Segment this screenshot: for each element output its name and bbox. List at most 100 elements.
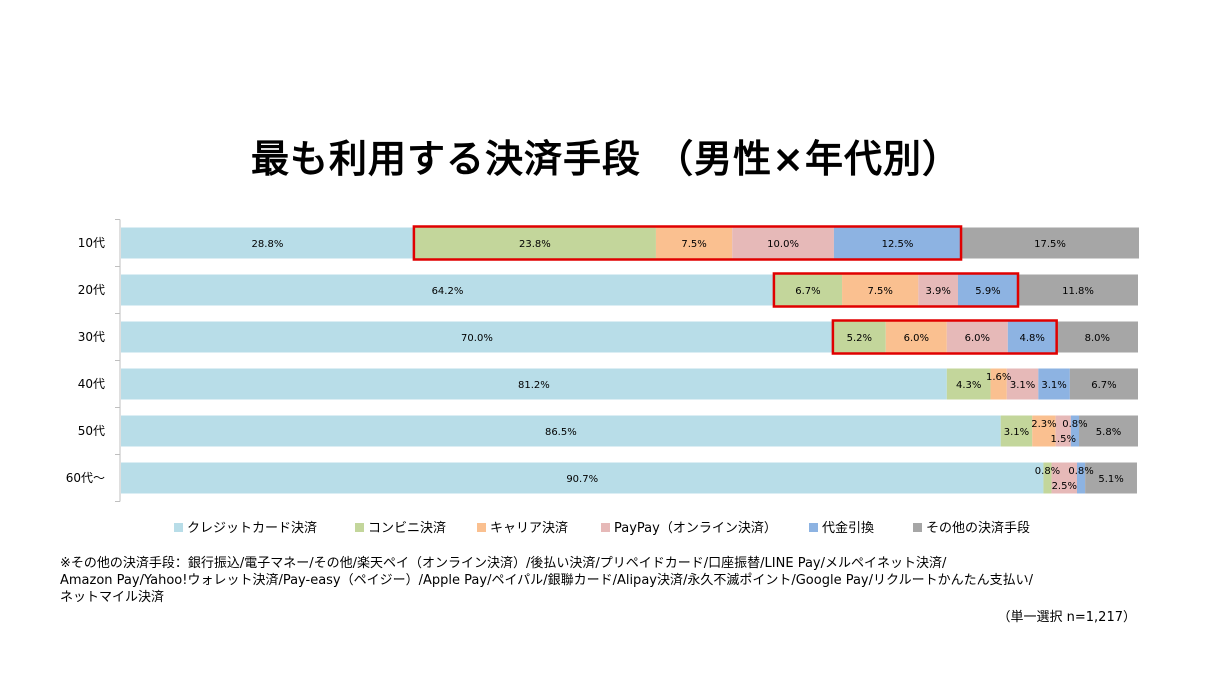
data-label: 6.7% xyxy=(1091,380,1116,391)
highlight-layer xyxy=(412,225,1058,355)
bar-segment xyxy=(946,368,991,400)
bar-segment xyxy=(833,227,962,259)
data-label: 3.1% xyxy=(1041,380,1066,391)
footnote-line: ※その他の決済手段：銀行振込/電子マネー/その他/楽天ペイ（オンライン決済）/後… xyxy=(60,556,947,571)
chart-title: 最も利用する決済手段 （男性×年代別） xyxy=(250,137,962,181)
legend-label: PayPay（オンライン決済） xyxy=(614,520,777,536)
bar-segment xyxy=(957,274,1018,306)
bar-segment xyxy=(121,415,1001,447)
category-tick-label: 50代 xyxy=(78,424,105,438)
data-label: 12.5% xyxy=(882,239,914,250)
data-label: 10.0% xyxy=(767,239,799,250)
data-label: 28.8% xyxy=(252,239,284,250)
data-label: 0.8% xyxy=(1062,419,1087,430)
data-label: 2.3% xyxy=(1031,419,1056,430)
data-label: 6.7% xyxy=(795,286,820,297)
bar-segment xyxy=(1032,415,1056,447)
data-label: 5.9% xyxy=(975,286,1000,297)
legend-label: キャリア決済 xyxy=(490,520,568,536)
data-label: 6.0% xyxy=(904,333,929,344)
data-label: 8.0% xyxy=(1085,333,1110,344)
highlight-box xyxy=(772,272,1020,308)
data-label: 90.7% xyxy=(566,474,598,485)
data-label: 2.5% xyxy=(1052,481,1077,492)
legend-label: クレジットカード決済 xyxy=(187,520,317,536)
data-label: 0.8% xyxy=(1068,466,1093,477)
data-label: 6.0% xyxy=(965,333,990,344)
data-label: 11.8% xyxy=(1062,286,1094,297)
legend-swatch xyxy=(355,523,364,532)
category-tick-label: 10代 xyxy=(78,236,105,250)
bar-segment xyxy=(413,227,656,259)
bar-segment xyxy=(1056,321,1138,353)
category-tick-label: 60代～ xyxy=(66,471,105,485)
bar-segment xyxy=(842,274,919,306)
bar-segment xyxy=(121,227,414,259)
legend: クレジットカード決済 コンビニ決済 キャリア決済 PayPay（オンライン決済） 代金引… xyxy=(174,520,1030,536)
bar-segment xyxy=(121,274,774,306)
legend-label: 代金引換 xyxy=(822,520,874,536)
bar-segment xyxy=(1000,415,1033,447)
sample-size-note: （単一選択 n=1,217） xyxy=(997,610,1136,625)
data-label: 86.5% xyxy=(545,427,577,438)
bar-segment xyxy=(1006,368,1039,400)
bar-segment xyxy=(1085,462,1137,494)
bar-segment xyxy=(1055,415,1071,447)
category-tick-label: 40代 xyxy=(78,377,105,391)
data-label: 3.1% xyxy=(1010,380,1035,391)
legend-swatch xyxy=(809,523,818,532)
bar-segment xyxy=(1038,368,1070,400)
data-label: 1.6% xyxy=(986,372,1011,383)
bar-segment xyxy=(121,321,833,353)
bar-segment xyxy=(1079,415,1138,447)
legend-label: コンビニ決済 xyxy=(368,520,446,536)
bar-segment xyxy=(1069,368,1138,400)
bar-segment xyxy=(990,368,1007,400)
data-label: 64.2% xyxy=(432,286,464,297)
bar-segment xyxy=(885,321,947,353)
bar-segment xyxy=(1017,274,1138,306)
category-tick-label: 30代 xyxy=(78,330,105,344)
footnote-line: ネットマイル決済 xyxy=(60,590,165,605)
legend-swatch xyxy=(174,523,183,532)
data-label: 7.5% xyxy=(867,286,892,297)
data-label: 5.8% xyxy=(1096,427,1121,438)
data-label: 4.3% xyxy=(956,380,981,391)
data-label: 5.2% xyxy=(847,333,872,344)
footnote: ※その他の決済手段：銀行振込/電子マネー/その他/楽天ペイ（オンライン決済）/後… xyxy=(60,555,1180,606)
bar-segment xyxy=(961,227,1140,259)
bar-segment xyxy=(773,274,843,306)
bar-segment xyxy=(918,274,958,306)
data-label: 17.5% xyxy=(1034,239,1066,250)
data-label: 81.2% xyxy=(518,380,550,391)
highlight-box xyxy=(831,319,1058,355)
legend-swatch xyxy=(601,523,610,532)
category-tick-label: 20代 xyxy=(78,283,105,297)
data-label: 5.1% xyxy=(1098,474,1123,485)
bar-segment xyxy=(1070,415,1080,447)
bar-segment xyxy=(121,462,1044,494)
bar-segment xyxy=(1007,321,1057,353)
bars-layer xyxy=(121,227,1140,494)
stacked-bar-chart: 10代 20代 30代 40代 50代 60代～ 28.8% 23.8% 7.5% 10.0% 1… xyxy=(66,219,1140,536)
footnote-line: Amazon Pay/Yahoo!ウォレット決済/Pay-easy（ペイジー）/… xyxy=(60,573,1033,588)
bar-segment xyxy=(655,227,733,259)
data-label: 3.9% xyxy=(925,286,950,297)
bar-segment xyxy=(1043,462,1052,494)
data-label: 4.8% xyxy=(1020,333,1045,344)
data-label: 3.1% xyxy=(1004,427,1029,438)
bar-segment xyxy=(1076,462,1086,494)
bar-segment xyxy=(121,368,947,400)
data-label: 0.8% xyxy=(1035,466,1060,477)
highlight-box xyxy=(412,225,963,261)
bar-segment xyxy=(946,321,1008,353)
bar-segment xyxy=(1051,462,1077,494)
legend-label: その他の決済手段 xyxy=(926,520,1030,536)
legend-swatch xyxy=(913,523,922,532)
data-label: 7.5% xyxy=(681,239,706,250)
data-label: 70.0% xyxy=(461,333,493,344)
bar-segment xyxy=(732,227,834,259)
axis-layer: 10代 20代 30代 40代 50代 60代～ xyxy=(66,219,121,502)
data-label: 23.8% xyxy=(519,239,551,250)
legend-swatch xyxy=(477,523,486,532)
